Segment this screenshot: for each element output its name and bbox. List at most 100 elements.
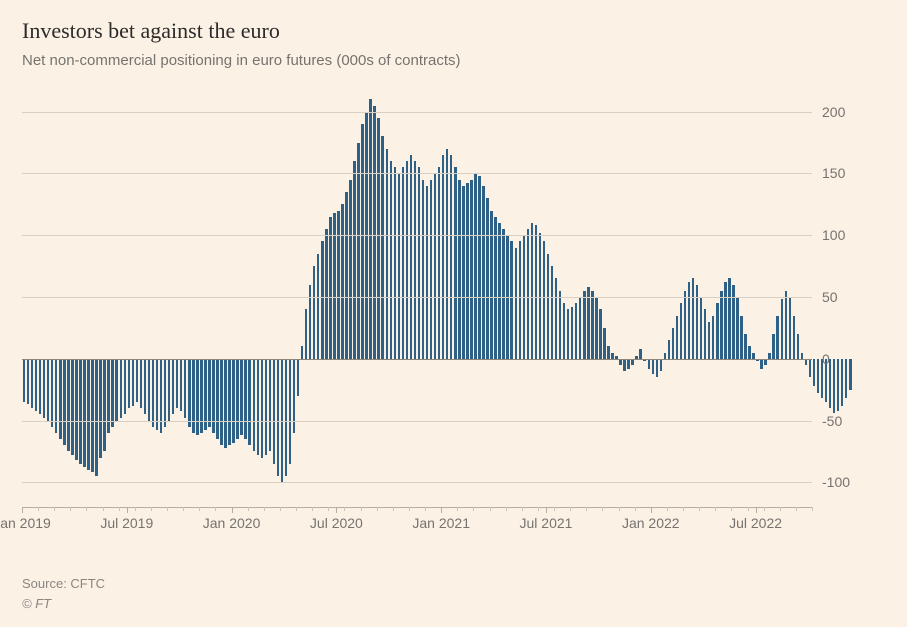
bar <box>144 359 146 415</box>
x-tick-minor <box>473 507 474 511</box>
x-tick-minor <box>199 507 200 511</box>
x-axis: Jan 2019Jul 2019Jan 2020Jul 2020Jan 2021… <box>22 507 812 527</box>
bar <box>67 359 69 452</box>
bar <box>140 359 142 408</box>
bar <box>164 359 166 427</box>
x-tick-minor <box>506 507 507 511</box>
bar <box>547 254 549 359</box>
grid-line <box>22 173 812 174</box>
x-tick-minor <box>602 507 603 511</box>
bar <box>728 278 730 358</box>
bar <box>462 186 464 359</box>
x-tick-major <box>232 507 233 513</box>
bar <box>172 359 174 415</box>
bar <box>305 309 307 358</box>
bar <box>446 149 448 359</box>
x-tick-minor <box>699 507 700 511</box>
bar <box>486 198 488 359</box>
bar <box>575 303 577 359</box>
bar <box>599 309 601 358</box>
x-tick-minor <box>425 507 426 511</box>
bar <box>478 176 480 359</box>
grid-line <box>22 482 812 483</box>
x-tick-minor <box>377 507 378 511</box>
x-tick-minor <box>683 507 684 511</box>
bar <box>398 173 400 358</box>
bar <box>200 359 202 433</box>
bar <box>390 161 392 359</box>
x-axis-baseline <box>22 507 812 508</box>
bar <box>603 328 605 359</box>
zero-line <box>22 359 812 360</box>
bar <box>373 106 375 359</box>
bar <box>793 316 795 359</box>
bar <box>184 359 186 418</box>
bar <box>228 359 230 445</box>
x-tick-label: Jul 2020 <box>310 515 363 531</box>
grid-line <box>22 112 812 113</box>
x-tick-major <box>651 507 652 513</box>
bar <box>136 359 138 402</box>
bar <box>776 316 778 359</box>
bar <box>474 173 476 358</box>
bar <box>261 359 263 458</box>
x-tick-minor <box>409 507 410 511</box>
bar <box>309 285 311 359</box>
bar <box>265 359 267 455</box>
bar <box>716 303 718 359</box>
bar <box>232 359 234 443</box>
bar <box>712 316 714 359</box>
bar <box>394 167 396 358</box>
bar <box>760 359 762 369</box>
bar <box>688 282 690 359</box>
bar <box>386 149 388 359</box>
bar <box>293 359 295 433</box>
bar <box>744 334 746 359</box>
bar <box>418 167 420 358</box>
bar <box>559 291 561 359</box>
bar <box>809 359 811 378</box>
copyright-text: © FT <box>22 594 105 614</box>
bar <box>128 359 130 408</box>
bar <box>132 359 134 406</box>
bar <box>87 359 89 470</box>
bar <box>168 359 170 421</box>
bar <box>510 241 512 358</box>
x-tick-minor <box>538 507 539 511</box>
bar <box>269 359 271 452</box>
x-tick-major <box>22 507 23 513</box>
bar <box>321 241 323 358</box>
bar <box>91 359 93 473</box>
x-tick-minor <box>215 507 216 511</box>
y-tick-label: 0 <box>822 351 872 367</box>
bar <box>660 359 662 371</box>
bar <box>47 359 49 421</box>
bar <box>740 316 742 359</box>
x-tick-minor <box>296 507 297 511</box>
bar <box>466 183 468 358</box>
bar <box>789 297 791 359</box>
bar <box>357 143 359 359</box>
bar <box>353 161 355 359</box>
bar <box>99 359 101 458</box>
x-tick-minor <box>748 507 749 511</box>
bar <box>563 303 565 359</box>
bar <box>833 359 835 413</box>
bar <box>23 359 25 402</box>
bar <box>377 118 379 359</box>
bar <box>240 359 242 436</box>
x-tick-minor <box>715 507 716 511</box>
x-tick-label: Jul 2022 <box>729 515 782 531</box>
x-tick-major <box>546 507 547 513</box>
bar <box>648 359 650 369</box>
x-tick-major <box>336 507 337 513</box>
bar <box>656 359 658 378</box>
y-tick-label: 200 <box>822 104 872 120</box>
x-tick-label: Jan 2019 <box>0 515 51 531</box>
bar <box>51 359 53 427</box>
bar <box>490 211 492 359</box>
bar <box>257 359 259 455</box>
x-tick-major <box>756 507 757 513</box>
grid-line <box>22 421 812 422</box>
bar <box>555 278 557 358</box>
